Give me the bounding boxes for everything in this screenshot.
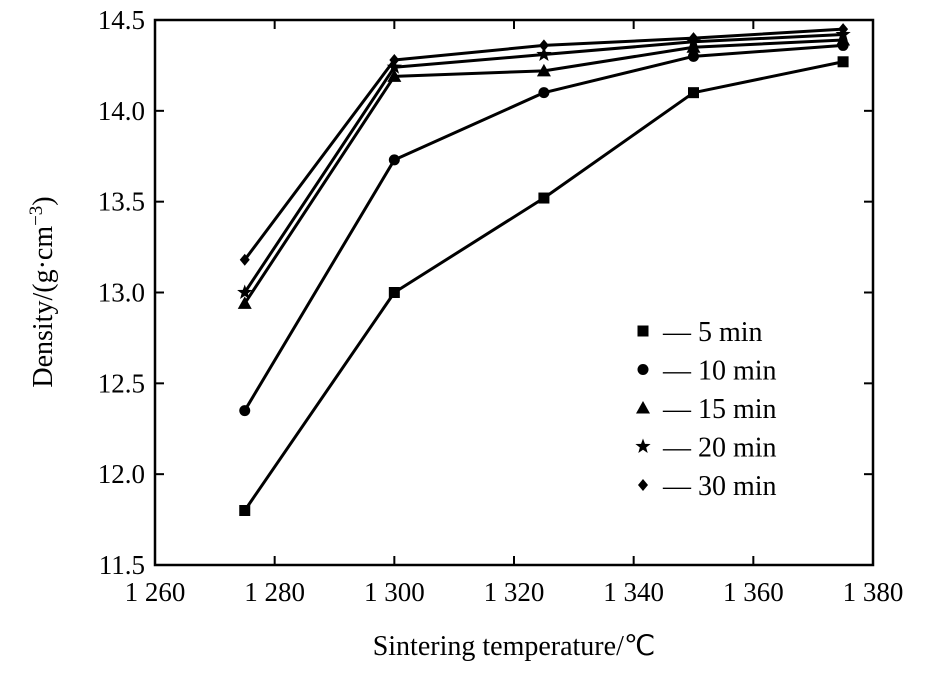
y-tick-label: 14.5 [98,5,145,35]
x-tick-label: 1 340 [603,577,664,607]
x-axis-title: Sintering temperature/℃ [373,631,656,662]
marker-triangle [636,401,650,414]
marker-star [536,46,552,61]
y-axis-title-close: ) [28,196,59,205]
y-axis-title-main: Density/(g·cm [28,226,59,388]
series [239,56,849,516]
y-axis-title: Density/(g·cm−3) [26,196,59,387]
series [239,23,849,266]
marker-diamond [239,253,250,266]
legend-entry: — 15 min [636,394,777,425]
legend-label: — 15 min [662,394,777,425]
marker-circle [538,87,550,99]
series [237,32,851,309]
x-tick-label: 1 300 [364,577,425,607]
series-layer [237,23,851,516]
y-tick-label: 14.0 [98,96,145,126]
marker-circle [388,154,400,166]
marker-triangle [536,63,551,77]
marker-square [388,287,400,298]
marker-star [386,59,402,74]
x-axis: 1 260 1 280 1 300 1 320 1 340 1 360 1 380 [125,20,904,607]
marker-square [538,192,550,204]
marker-diamond [389,53,400,66]
legend-entry: — 10 min [637,356,777,387]
marker-diamond [838,23,849,36]
marker-diamond [538,39,549,52]
marker-triangle [836,32,851,46]
marker-star [237,284,253,299]
legend: — 5 min — 10 min — 15 min — 20 min — 30 min [635,317,777,502]
marker-square [239,505,251,516]
legend-label: — 10 min [662,356,777,387]
y-tick-label: 13.5 [98,187,145,217]
x-tick-label: 1 360 [723,577,784,607]
y-tick-label: 12.5 [98,368,145,398]
marker-triangle [686,40,701,53]
y-tick-label: 12.0 [98,459,145,489]
x-tick-label: 1 280 [244,577,305,607]
series-line [243,27,844,261]
x-tick-label: 1 320 [484,577,545,607]
x-tick-label: 1 380 [843,577,904,607]
legend-entry: — 5 min [637,317,763,348]
legend-entry: — 30 min [638,471,777,502]
y-tick-label: 13.0 [98,278,145,308]
marker-triangle [387,69,402,82]
marker-square [688,87,699,99]
legend-label: — 5 min [662,317,763,348]
marker-circle [688,50,699,62]
y-axis-title-exponent: −3 [26,206,47,226]
legend-entry: — 20 min [635,433,777,464]
legend-label: — 30 min [662,471,777,502]
marker-diamond [688,32,699,45]
y-tick-label: 11.5 [99,550,145,580]
marker-square [637,325,649,337]
marker-star [635,438,651,453]
marker-diamond [638,479,648,491]
marker-circle [637,364,649,375]
legend-label: — 20 min [662,433,777,464]
marker-circle [239,405,251,417]
y-axis: 11.5 12.0 12.5 13.0 13.5 14.0 14.5 [98,5,873,580]
marker-square [837,56,849,68]
x-tick-label: 1 260 [125,577,186,607]
marker-triangle [237,296,252,309]
